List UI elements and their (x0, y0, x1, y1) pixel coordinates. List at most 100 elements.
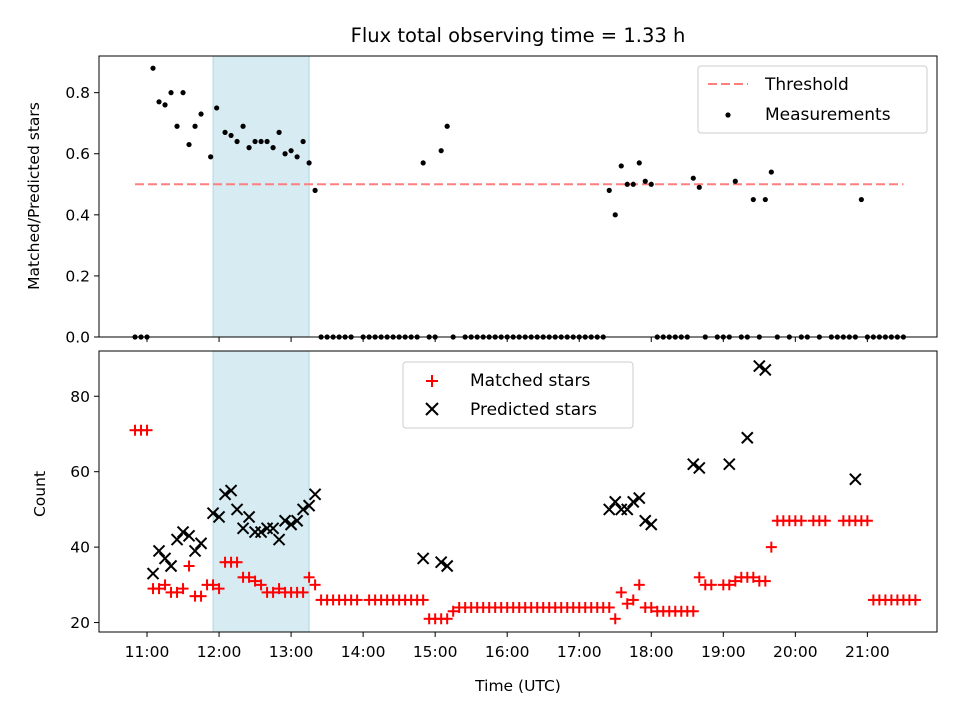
predicted-star-point (759, 363, 772, 377)
matched-star-point (297, 586, 309, 598)
predicted-star-point (290, 514, 304, 527)
x-tick-label: 21:00 (845, 643, 890, 661)
matched-star-point (705, 579, 717, 591)
measurement-point (648, 181, 654, 187)
measurement-point (222, 129, 228, 135)
predicted-star-point (236, 522, 250, 535)
predicted-star-point (182, 529, 196, 543)
measurement-point (618, 163, 624, 169)
predicted-star-point (218, 488, 232, 501)
matched-legend-label: Matched stars (470, 371, 590, 391)
matched-star-point (759, 575, 771, 587)
measurement-point (306, 160, 312, 166)
measurement-point (624, 181, 630, 187)
measurements-legend-label: Measurements (765, 105, 891, 125)
matched-star-point (195, 590, 207, 602)
predicted-star-point (302, 499, 316, 512)
measurement-point (444, 123, 450, 129)
measurement-point (246, 145, 252, 151)
predicted-star-point (272, 533, 286, 546)
matched-star-point (417, 594, 429, 606)
measurement-point (162, 102, 168, 108)
measurement-point (174, 123, 180, 129)
measurement-point (252, 138, 258, 145)
matched-star-point (621, 598, 633, 610)
matched-star-point (273, 583, 285, 595)
matched-star-point (627, 594, 639, 606)
predicted-star-point (278, 514, 292, 527)
top-legend: Threshold Measurements (697, 65, 928, 134)
measurement-point (750, 196, 756, 203)
y-tick-label: 0.6 (65, 145, 90, 163)
top-plot-frame (98, 55, 938, 338)
matched-star-point (645, 601, 657, 613)
predicted-star-point (627, 495, 640, 509)
predicted-stars-points (146, 359, 862, 580)
top-legend-box (697, 65, 928, 134)
matched-star-point (249, 575, 261, 587)
x-tick-label: 11:00 (125, 643, 170, 661)
bottom-axis-ticks: 20 40 60 80 11:00 12:00 13:00 14:00 15:00 16:00 17… (70, 388, 889, 661)
matched-star-point (609, 613, 621, 625)
y-tick-label: 20 (70, 614, 90, 632)
matched-star-point (303, 571, 315, 583)
measurement-point (690, 175, 696, 181)
x-tick-label: 15:00 (413, 643, 458, 661)
predicted-star-point (224, 484, 238, 497)
measurement-point (312, 187, 318, 193)
matched-star-point (177, 583, 189, 595)
predicted-star-point (753, 359, 766, 373)
predicted-star-point (615, 503, 628, 516)
matched-star-point (255, 579, 267, 591)
matched-star-point (207, 579, 219, 591)
predicted-star-point (152, 544, 166, 558)
matched-star-point (603, 601, 615, 613)
x-tick-label: 17:00 (557, 643, 602, 661)
matched-star-point (267, 586, 279, 598)
predicted-star-point (621, 503, 634, 516)
predicted-star-point (206, 506, 220, 520)
matched-star-point (615, 586, 627, 598)
y-tick-label: 60 (70, 463, 90, 481)
predicted-star-point (687, 457, 700, 471)
top-panel: 0.0 0.2 0.4 0.6 0.8 Threshold Measurements (65, 55, 938, 347)
predicted-star-point (849, 473, 862, 486)
measurement-point (258, 138, 264, 145)
measurement-point (240, 123, 246, 129)
y-tick-label: 0.2 (65, 267, 90, 285)
threshold-legend-label: Threshold (764, 75, 849, 95)
measurement-point (294, 154, 300, 160)
measurement-point (630, 181, 636, 187)
predicted-star-point (266, 522, 280, 535)
bottom-plot-frame (98, 350, 938, 633)
predicted-star-point (645, 518, 658, 531)
predicted-star-point (146, 567, 160, 580)
predicted-star-point (284, 518, 298, 531)
predicted-star-point (158, 552, 172, 565)
matched-star-point (447, 605, 459, 617)
matched-star-point (633, 579, 645, 591)
matched-star-point (213, 583, 225, 595)
x-tick-label: 13:00 (269, 643, 314, 661)
measurement-point (264, 138, 270, 145)
top-y-axis-label: Matched/Predicted stars (25, 102, 43, 290)
measurement-point (180, 90, 186, 96)
measurement-point (636, 160, 642, 166)
measurement-point (288, 148, 294, 154)
predicted-star-point (242, 510, 256, 524)
matched-star-point (795, 515, 807, 527)
predicted-star-point (308, 488, 322, 501)
predicted-star-point (176, 525, 190, 539)
measurement-point (234, 138, 240, 145)
measurement-point (612, 212, 618, 218)
chart-title: Flux total observing time = 1.33 h (351, 24, 686, 47)
predicted-star-point (633, 491, 646, 505)
measurement-point (228, 132, 234, 139)
predicted-star-point (188, 544, 202, 558)
measurement-point (156, 99, 162, 105)
predicted-star-point (254, 525, 268, 539)
top-axis-ticks: 0.0 0.2 0.4 0.6 0.8 (65, 84, 868, 347)
measurement-point (858, 196, 864, 203)
predicted-star-point (434, 556, 448, 569)
